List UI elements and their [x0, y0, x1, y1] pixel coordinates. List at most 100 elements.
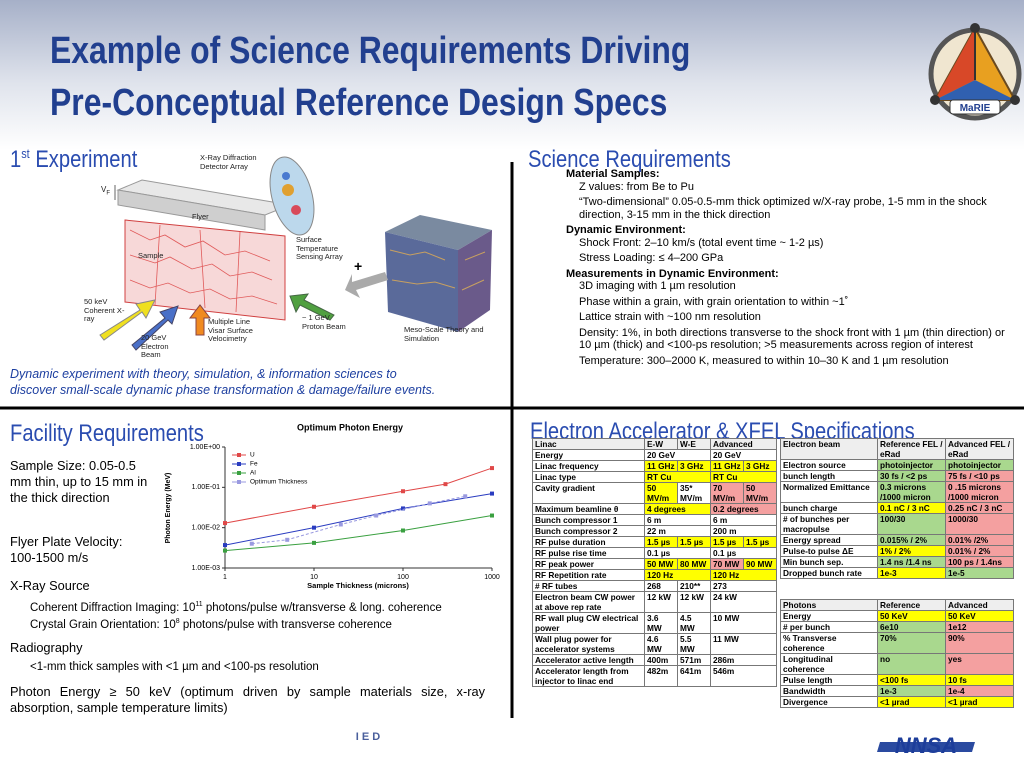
table-cell: photoinjector: [945, 459, 1014, 471]
point: [223, 521, 227, 526]
table-cell: 50 KeV: [945, 610, 1014, 622]
table-cell: 3 GHz: [743, 460, 777, 472]
table-cell: 120 Hz: [710, 569, 777, 581]
point: [463, 494, 468, 499]
table-cell: 6 m: [644, 514, 711, 526]
list-item: 3D imaging with 1 µm resolution: [579, 280, 736, 292]
table-cell: Longitudinal coherence: [780, 653, 878, 675]
table-cell: 24 kW: [710, 591, 777, 613]
table-row: Pulse length <100 fs 10 fs: [780, 674, 1014, 686]
table-cell: RF wall plug CW electrical power: [532, 612, 645, 634]
table-cell: Accelerator length from injector to lina…: [532, 665, 645, 687]
table-cell: RF peak power: [532, 558, 645, 570]
table-cell: bunch charge: [780, 502, 878, 514]
list-item: Density: 1%, in both directions transver…: [579, 326, 1005, 352]
table-cell: 1% / 2%: [877, 545, 946, 557]
table-cell: 0.3 microns /1000 micron: [877, 481, 946, 503]
table-cell: <1 µrad: [877, 696, 946, 708]
table-row: # RF tubes 268 210** 273: [532, 580, 777, 592]
table-cell: 1.5 µs: [644, 536, 678, 548]
point: [223, 543, 227, 548]
table-cell: 3 GHz: [677, 460, 711, 472]
chart: Optimum Photon Energy Photon Energy (MeV)…: [165, 422, 500, 590]
legend-label: Optimum Thickness: [250, 479, 308, 486]
table-cell: 70%: [877, 632, 946, 654]
legend-marker: [237, 462, 241, 466]
logo-text: MaRIE: [960, 103, 991, 114]
table-cell: Wall plug power for accelerator systems: [532, 633, 645, 655]
diagram-label: X-Ray Diffraction Detector Array: [200, 153, 257, 171]
table-cell: 3.6 MW: [644, 612, 678, 634]
spec-table: Photons Reference Advanced Energy 50 KeV 50 K…: [780, 599, 1014, 708]
table-cell: 6e10: [877, 621, 946, 633]
table-cell: 286m: [710, 654, 777, 666]
table-cell: 11 MW: [710, 633, 777, 655]
table-cell: no: [877, 653, 946, 675]
table-cell: 546m: [710, 665, 777, 687]
table-cell: Maximum beamline θ: [532, 503, 645, 515]
section-heading: Facility Requirements: [10, 420, 204, 447]
facility-item: <1-mm thick samples with <1 µm and <100-…: [30, 661, 319, 673]
point: [223, 548, 227, 553]
diagram-label: 50 keV Coherent X-ray: [84, 297, 125, 323]
text-part: photons/pulse with transverse coherence: [179, 618, 392, 631]
section-heading: Science Requirements: [528, 146, 731, 173]
y-tick-label: 1.00E+00: [190, 444, 220, 451]
table-cell: Divergence: [780, 696, 878, 708]
table-cell: 0.1 µs: [644, 547, 711, 559]
point: [401, 528, 405, 533]
title-line: Pre-Conceptual Reference Design Specs: [50, 82, 668, 124]
table-cell: 70 MV/m: [710, 482, 744, 504]
table-cell: Normalized Emittance: [780, 481, 878, 503]
table-cell: 1e-3: [877, 685, 946, 697]
table-cell: Cavity gradient: [532, 482, 645, 504]
footer-org: I E D: [356, 731, 381, 743]
diagram-label: Sample: [138, 251, 164, 260]
table-cell: 1e-3: [877, 567, 946, 579]
table-cell: 50 MW: [644, 558, 678, 570]
table-cell: # per bunch: [780, 621, 878, 633]
table-row: Energy spread 0.015% / 2% 0.01% /2%: [780, 534, 1014, 546]
table-cell: <100 fs: [877, 674, 946, 686]
table-cell: bunch length: [780, 470, 878, 482]
table-cell: 6 m: [710, 514, 777, 526]
table-row: Pulse-to pulse ΔE 1% / 2% 0.01% / 2%: [780, 545, 1014, 557]
series-line: [224, 515, 493, 552]
table-cell: Electron beam CW power at above rep rate: [532, 591, 645, 613]
x-tick-label: 10: [310, 574, 318, 581]
table-row: Linac E-W W-E Advanced: [532, 438, 777, 450]
table-cell: 1.4 ns /1.4 ns: [877, 556, 946, 568]
table-row: bunch length 30 fs / <2 ps 75 fs / <10 ps: [780, 470, 1014, 482]
list-item: Phase within a grain, with grain orienta…: [579, 295, 849, 308]
legend-label: U: [250, 452, 255, 459]
table-row: RF pulse rise time 0.1 µs 0.1 µs: [532, 547, 777, 559]
table-cell: 0.01% /2%: [945, 534, 1014, 546]
caption-line: Dynamic experiment with theory, simulati…: [10, 367, 397, 381]
series-line: [224, 467, 493, 524]
table-cell: Linac: [532, 438, 645, 450]
table-cell: Advanced: [945, 599, 1014, 611]
table-cell: 120 Hz: [644, 569, 711, 581]
table-row: Longitudinal coherence no yes: [780, 653, 1014, 675]
table-row: Electron source photoinjector photoinjecto…: [780, 459, 1014, 471]
table-row: Bunch compressor 2 22 m 200 m: [532, 525, 777, 537]
table-body: Linac E-W W-E Advanced Energy 20 GeV 20 GeV Lin…: [532, 438, 777, 687]
table-cell: 50 MV/m: [644, 482, 678, 504]
table-cell: 30 fs / <2 ps: [877, 470, 946, 482]
table-cell: 0.01% / 2%: [945, 545, 1014, 557]
table-cell: # of bunches per macropulse: [780, 513, 878, 535]
table-cell: 210**: [677, 580, 711, 592]
table-row: Dropped bunch rate 1e-3 1e-5: [780, 567, 1014, 579]
legend-marker: [237, 471, 241, 475]
table-cell: Linac type: [532, 471, 645, 483]
list-item: Lattice strain with ~100 nm resolution: [579, 311, 761, 323]
title-line: Example of Science Requirements Driving: [50, 30, 691, 72]
table-cell: RT Cu: [644, 471, 711, 483]
table-cell: % Transverse coherence: [780, 632, 878, 654]
table-cell: photoinjector: [877, 459, 946, 471]
facility-text: Radiography: [10, 640, 83, 655]
point: [312, 540, 316, 545]
label-sub: F: [106, 190, 111, 197]
header-background: [0, 0, 1024, 150]
legend-marker: [237, 480, 241, 484]
